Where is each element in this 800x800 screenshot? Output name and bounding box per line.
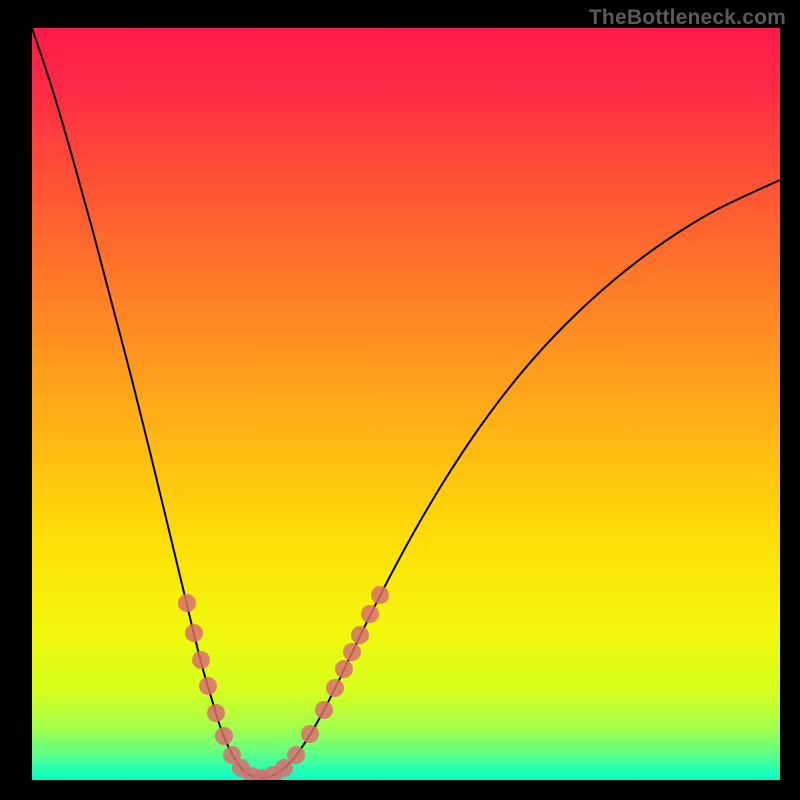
v-curve-plot: [32, 28, 780, 780]
data-marker: [192, 651, 210, 669]
data-marker: [301, 725, 319, 743]
data-marker: [371, 586, 389, 604]
data-marker: [351, 626, 369, 644]
data-marker: [207, 704, 225, 722]
data-marker: [335, 660, 353, 678]
chart-frame: TheBottleneck.com: [0, 0, 800, 800]
data-marker: [287, 746, 305, 764]
data-marker: [343, 643, 361, 661]
data-marker: [185, 624, 203, 642]
data-marker: [326, 679, 344, 697]
watermark-text: TheBottleneck.com: [589, 6, 786, 30]
data-marker: [199, 677, 217, 695]
data-marker: [178, 594, 196, 612]
data-marker: [315, 701, 333, 719]
data-marker: [215, 727, 233, 745]
gradient-background: [32, 28, 780, 780]
data-marker: [361, 605, 379, 623]
